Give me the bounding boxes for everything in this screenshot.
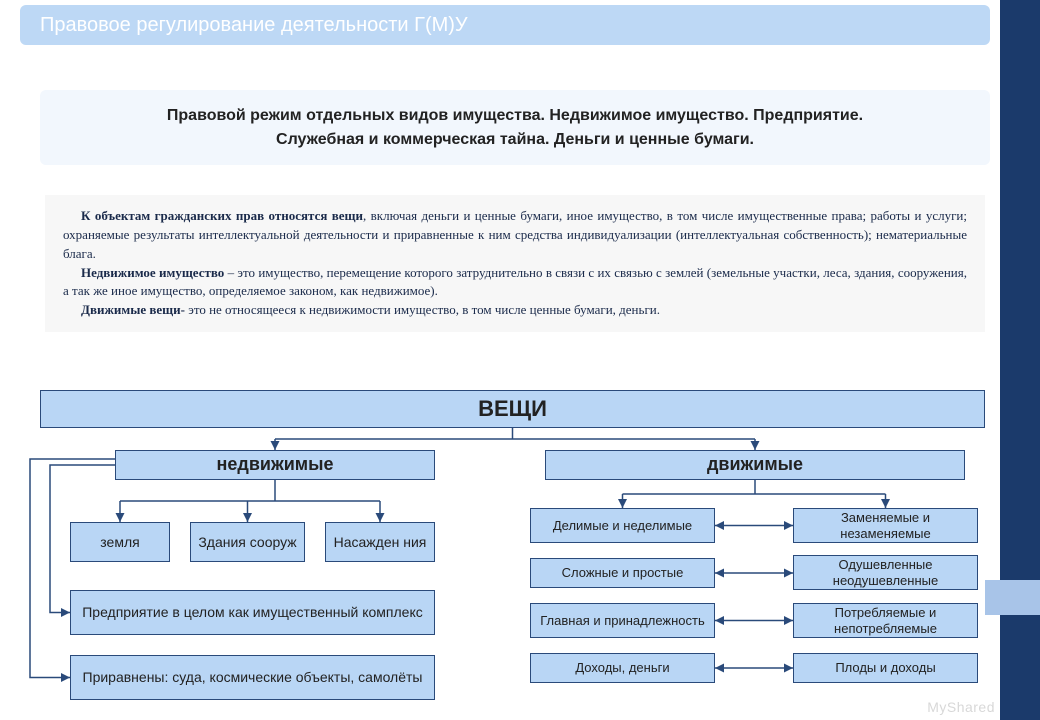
node-animate: Одушевленные неодушевленные [793,555,978,590]
node-consumable-label: Потребляемые и непотребляемые [800,605,971,636]
watermark-text: MyShared [927,699,995,715]
node-land: земля [70,522,170,562]
node-movable-label: движимые [707,454,803,476]
node-complex-label: Сложные и простые [562,565,684,581]
para-1: К объектам гражданских прав относятся ве… [63,207,967,264]
subtitle-line2: Служебная и коммерческая тайна. Деньги и… [276,128,754,152]
node-root-label: ВЕЩИ [478,396,547,422]
node-buildings: Здания сооруж [190,522,305,562]
node-enterprise: Предприятие в целом как имущественный ко… [70,590,435,635]
node-main-accessory-label: Главная и принадлежность [540,613,705,629]
node-equated: Приравнены: суда, космические объекты, с… [70,655,435,700]
node-fruits-label: Плоды и доходы [835,660,935,676]
node-immovable-label: недвижимые [217,454,334,476]
node-plantings-label: Насажден ния [334,534,427,551]
body-paragraph: К объектам гражданских прав относятся ве… [45,195,985,332]
node-divisible: Делимые и неделимые [530,508,715,543]
slide-header: Правовое регулирование деятельности Г(М)… [20,5,990,45]
subtitle-line1: Правовой режим отдельных видов имущества… [167,104,863,128]
node-plantings: Насажден ния [325,522,435,562]
node-divisible-label: Делимые и неделимые [553,518,692,534]
node-movable: движимые [545,450,965,480]
node-land-label: земля [100,534,139,551]
node-income-label: Доходы, деньги [575,660,669,676]
para-3: Движимые вещи- это не относящееся к недв… [63,301,967,320]
node-root: ВЕЩИ [40,390,985,428]
node-equated-label: Приравнены: суда, космические объекты, с… [83,669,423,686]
node-fungible-label: Заменяемые и незаменяемые [800,510,971,541]
node-buildings-label: Здания сооруж [198,534,296,551]
para-1-bold: К объектам гражданских прав относятся ве… [81,208,363,223]
node-consumable: Потребляемые и непотребляемые [793,603,978,638]
node-main-accessory: Главная и принадлежность [530,603,715,638]
node-fungible: Заменяемые и незаменяемые [793,508,978,543]
watermark: MyShared [927,699,995,715]
node-animate-label: Одушевленные неодушевленные [800,557,971,588]
node-complex: Сложные и простые [530,558,715,588]
sidebar-accent [985,580,1040,615]
header-title: Правовое регулирование деятельности Г(М)… [40,14,468,37]
node-immovable: недвижимые [115,450,435,480]
para-3-rest: это не относящееся к недвижимости имущес… [185,302,660,317]
node-income: Доходы, деньги [530,653,715,683]
para-3-bold: Движимые вещи- [81,302,185,317]
para-2: Недвижимое имущество – это имущество, пе… [63,264,967,302]
node-enterprise-label: Предприятие в целом как имущественный ко… [82,604,423,621]
para-2-bold: Недвижимое имущество [81,265,224,280]
node-fruits: Плоды и доходы [793,653,978,683]
slide-subtitle: Правовой режим отдельных видов имущества… [40,90,990,165]
